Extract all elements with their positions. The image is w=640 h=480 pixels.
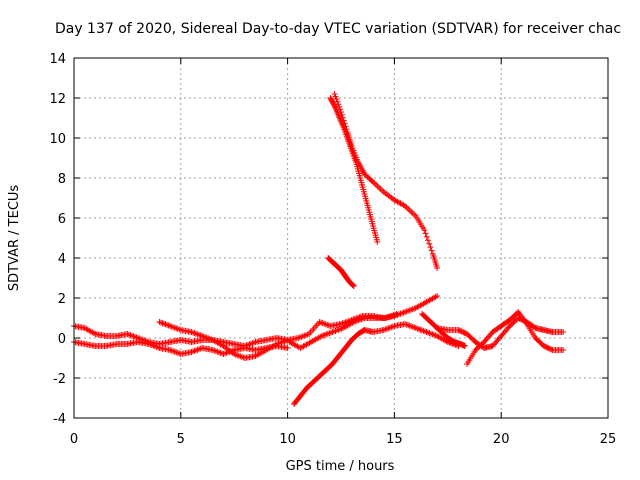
y-tick-label: -4: [53, 412, 66, 427]
data-point: [341, 120, 348, 127]
data-point: [333, 107, 340, 114]
data-point: [377, 186, 384, 193]
data-point: [340, 117, 347, 124]
y-tick-label: 4: [58, 252, 66, 267]
x-tick-label: 0: [70, 432, 78, 447]
chart-title: Day 137 of 2020, Sidereal Day-to-day VTE…: [55, 21, 621, 37]
y-tick-label: 0: [58, 332, 66, 347]
data-point: [337, 106, 344, 113]
data-point: [374, 183, 381, 190]
data-point: [339, 114, 346, 121]
data-point: [424, 237, 431, 244]
data-point: [422, 230, 429, 237]
data-point: [408, 208, 415, 215]
y-tick-label: 14: [49, 52, 66, 67]
data-point: [423, 233, 430, 240]
y-tick-label: -2: [53, 372, 66, 387]
data-point: [332, 104, 339, 111]
y-tick-label: 12: [49, 92, 66, 107]
series-arc-e: [286, 311, 400, 351]
data-point: [338, 109, 344, 115]
data-point: [284, 345, 291, 351]
data-point: [350, 282, 357, 289]
data-point: [334, 110, 341, 117]
y-tick-label: 6: [58, 212, 66, 227]
series-arc-i: [327, 95, 381, 245]
data-marks: [71, 91, 567, 407]
data-point: [368, 177, 375, 184]
data-point: [330, 101, 337, 108]
y-tick-label: 10: [49, 132, 66, 147]
data-point: [331, 103, 338, 109]
series-arc-j: [331, 91, 441, 271]
x-tick-label: 25: [600, 432, 617, 447]
data-point: [373, 181, 380, 188]
y-tick-label: 2: [58, 292, 66, 307]
data-point: [343, 126, 350, 133]
data-point: [333, 96, 340, 103]
grid: [74, 58, 608, 418]
data-point: [337, 115, 344, 122]
x-tick-label: 10: [279, 432, 296, 447]
series-arc-h: [464, 309, 567, 367]
series-arc-k: [325, 255, 357, 289]
data-point: [335, 101, 342, 108]
x-tick-label: 5: [177, 432, 185, 447]
data-point: [427, 244, 434, 251]
data-point: [405, 205, 412, 212]
data-point: [338, 111, 345, 118]
data-point: [331, 91, 338, 97]
x-tick-label: 15: [386, 432, 403, 447]
y-axis-label: SDTVAR / TECUs: [7, 185, 22, 292]
series-arc-d: [291, 321, 462, 407]
data-point: [434, 293, 441, 299]
data-point: [374, 239, 381, 245]
data-point: [548, 346, 555, 353]
data-point: [376, 184, 383, 191]
data-point: [332, 105, 339, 112]
data-point: [560, 347, 567, 353]
data-point: [406, 207, 413, 214]
data-point: [560, 329, 567, 335]
x-axis-label: GPS time / hours: [286, 459, 395, 474]
series-arc-b: [71, 339, 291, 357]
data-point: [411, 211, 418, 218]
y-tick-label: 8: [58, 172, 66, 187]
data-point: [350, 283, 357, 289]
tick-labels: 0 5 10 15 20 25 -4 -2 0 2 4 6 8 10 12 14: [49, 52, 616, 447]
data-point: [334, 98, 341, 105]
data-point: [336, 103, 343, 110]
data-point: [461, 343, 468, 349]
data-point: [426, 240, 433, 247]
data-point: [428, 247, 435, 254]
series-arc-g: [434, 315, 567, 351]
data-point: [409, 210, 416, 217]
data-point: [421, 227, 428, 233]
data-point: [332, 93, 339, 100]
data-point: [335, 113, 342, 119]
plot-frame: [73, 57, 609, 419]
data-point: [342, 123, 349, 130]
x-tick-label: 20: [493, 432, 510, 447]
data-point: [349, 281, 356, 288]
data-point: [393, 311, 400, 317]
data-point: [434, 265, 441, 271]
